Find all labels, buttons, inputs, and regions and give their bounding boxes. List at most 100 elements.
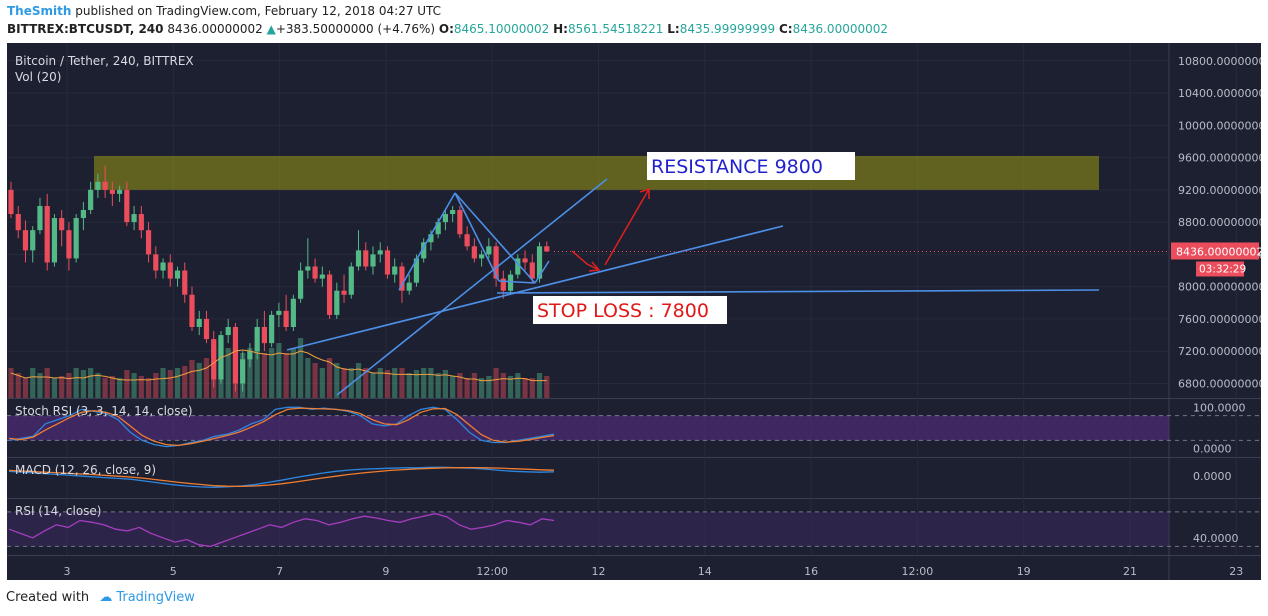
candle-body: [442, 214, 448, 223]
trend-line: [498, 280, 536, 284]
volume-bar: [428, 368, 434, 398]
volume-bar: [326, 358, 333, 398]
y-tick-label: 9200.00000000: [1178, 184, 1261, 197]
volume-bar: [153, 373, 159, 398]
trend-line: [336, 178, 608, 396]
candle-body: [232, 327, 239, 384]
volume-bar: [471, 373, 477, 398]
tradingview-link[interactable]: TradingView: [116, 590, 195, 605]
candle-body: [261, 327, 267, 344]
candle-body: [124, 189, 130, 223]
y-tick-label: 7200.00000000: [1178, 345, 1261, 358]
arrow-down-right: [571, 250, 600, 271]
volume-bar: [392, 368, 398, 398]
candle-body: [37, 205, 43, 231]
candle-body: [145, 230, 152, 255]
footer: Created with ☁ TradingView: [6, 590, 195, 605]
volume-bar: [413, 370, 420, 398]
candle-body: [334, 290, 340, 315]
volume-bar: [442, 370, 448, 398]
open-label: O:: [438, 22, 454, 36]
indicator-line: [8, 512, 555, 548]
chart-header: TheSmith published on TradingView.com, F…: [0, 0, 1268, 40]
candle-body: [51, 218, 58, 263]
candle-body: [298, 270, 304, 299]
volume-bar: [254, 348, 260, 398]
volume-bar: [117, 378, 123, 398]
volume-bar: [421, 368, 427, 398]
volume-bar: [167, 370, 173, 398]
chart-area[interactable]: 3 5 7 9 12:00 12 14 16 12:00 19 21 23 10800.00000000…: [7, 43, 1261, 580]
volume-bar: [182, 366, 188, 398]
x-tick-label: 7: [276, 565, 283, 578]
candle-body: [102, 181, 108, 190]
chart-svg[interactable]: 3 5 7 9 12:00 12 14 16 12:00 19 21 23 10800.00000000…: [7, 43, 1261, 580]
candle-body: [44, 205, 50, 263]
volume-bar: [145, 378, 152, 398]
candle-body: [312, 266, 318, 279]
volume-bar: [59, 376, 65, 398]
volume-bar: [377, 368, 383, 398]
tradingview-logo-icon[interactable]: ☁: [99, 590, 113, 605]
candle-body: [529, 262, 535, 279]
high-value: 8561.54518221: [567, 22, 664, 36]
indicator-y-tick: 100.0000: [1193, 401, 1246, 414]
y-tick-label: 9600.00000000: [1178, 152, 1261, 165]
author-link[interactable]: TheSmith: [7, 4, 72, 18]
candle-body: [59, 218, 65, 231]
volume-bar: [500, 373, 506, 398]
volume-bar: [334, 363, 340, 398]
volume-bar: [124, 370, 130, 398]
volume-bar: [370, 373, 376, 398]
y-tick-label: 10800.00000000: [1178, 55, 1261, 68]
indicator-y-tick: 0.0000: [1193, 443, 1232, 456]
volume-bar: [312, 363, 318, 398]
x-tick-label: 21: [1123, 565, 1137, 578]
volume-bar: [174, 368, 181, 398]
indicator-line: [8, 406, 555, 448]
volume-bar: [80, 370, 86, 398]
y-tick-label: 6800.00000000: [1178, 377, 1261, 390]
symbol: BITTREX:BTCUSDT, 240: [7, 22, 164, 36]
volume-bar: [486, 376, 492, 398]
candle-body: [88, 189, 94, 211]
candle-body: [30, 230, 36, 251]
volume-bar: [73, 368, 79, 398]
volume-bar: [406, 373, 412, 398]
candle-body: [203, 318, 210, 340]
last-price-tag: [1171, 242, 1259, 260]
trend-line: [454, 192, 536, 284]
volume-bar: [507, 376, 514, 398]
y-tick-label: 7600.00000000: [1178, 313, 1261, 326]
volume-bar: [160, 368, 166, 398]
candle-body: [160, 262, 166, 271]
volume-bar: [189, 360, 195, 398]
candle-body: [450, 210, 456, 215]
chart-title: Bitcoin / Tether, 240, BITTREX: [15, 54, 194, 68]
volume-bar: [225, 348, 231, 398]
candle-body: [536, 246, 543, 279]
y-tick-label: 8000.00000000: [1178, 281, 1261, 294]
candle-body: [73, 218, 79, 259]
stop-loss-label-box: [533, 296, 727, 324]
volume-bar: [15, 373, 21, 398]
indicator-y-tick: 40.0000: [1193, 532, 1239, 545]
candle-body: [290, 298, 296, 327]
candle-body: [80, 210, 86, 219]
arrowhead: [588, 261, 601, 272]
candle-body: [269, 314, 275, 344]
indicator-title: MACD (12, 26, close, 9): [15, 463, 156, 477]
volume-bar: [522, 378, 528, 398]
volume-label: Vol (20): [15, 70, 61, 84]
resistance-label: RESISTANCE 9800: [651, 156, 823, 178]
volume-bar: [44, 368, 50, 398]
volume-bar: [363, 368, 369, 398]
candle-body: [22, 230, 29, 251]
candle-body: [254, 327, 260, 352]
candle-body: [225, 327, 231, 336]
ohlc-line: BITTREX:BTCUSDT, 240 8436.00000002 ▲+383…: [7, 22, 888, 36]
volume-bar: [196, 363, 202, 398]
candle-body: [384, 250, 391, 275]
trend-line: [398, 192, 456, 291]
indicator-band: [7, 511, 1169, 547]
